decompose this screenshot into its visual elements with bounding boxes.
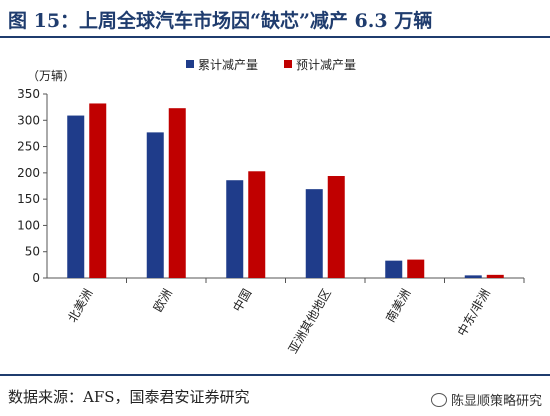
legend-swatch-1 <box>186 60 194 68</box>
figure-title: 图 15：上周全球汽车市场因“缺芯”减产 6.3 万辆 <box>8 10 433 32</box>
y-tick-label: 250 <box>17 140 40 154</box>
x-tick-label: 中东/非洲 <box>454 286 493 339</box>
x-tick-label: 欧洲 <box>151 287 175 315</box>
x-tick-label: 中国 <box>229 286 254 314</box>
watermark-text: 陈显顺策略研究 <box>450 394 542 409</box>
bar-1-1 <box>67 115 85 278</box>
y-tick-label: 150 <box>17 192 40 206</box>
bar-1-2 <box>146 132 164 278</box>
figure-title-bar: 图 15：上周全球汽车市场因“缺芯”减产 6.3 万辆 <box>0 0 550 38</box>
bar-1-6 <box>464 275 482 278</box>
bar-2-1 <box>89 103 107 278</box>
legend-label-2: 预计减产量 <box>296 58 356 72</box>
chart-area: （万辆） 累计减产量 预计减产量 0 50 100 150 200 250 300 350 北美洲 欧洲… <box>0 38 550 374</box>
bar-chart: （万辆） 累计减产量 预计减产量 0 50 100 150 200 250 300 350 北美洲 欧洲… <box>17 58 525 356</box>
y-tick-label: 300 <box>17 113 40 127</box>
x-tick-label: 亚洲其他地区 <box>286 287 334 356</box>
y-tick-label: 0 <box>32 271 40 285</box>
watermark: 陈显顺策略研究 <box>430 390 542 409</box>
bar-2-5 <box>407 259 425 278</box>
bar-2-6 <box>486 274 504 278</box>
y-tick-label: 350 <box>17 87 40 101</box>
y-tick-label: 200 <box>17 166 40 180</box>
x-tick-label: 南美洲 <box>382 286 413 325</box>
bar-2-3 <box>248 171 266 278</box>
bar-1-4 <box>305 189 323 278</box>
figure-footer: 数据来源：AFS，国泰君安证券研究 陈显顺策略研究 <box>0 374 550 416</box>
source-note: 数据来源：AFS，国泰君安证券研究 <box>8 388 250 406</box>
legend-label-1: 累计减产量 <box>198 58 258 72</box>
bar-1-3 <box>226 180 244 278</box>
y-tick-label: 100 <box>17 218 40 232</box>
x-tick-label: 北美洲 <box>65 287 95 325</box>
wechat-icon <box>430 392 447 407</box>
y-tick-label: 50 <box>25 245 40 259</box>
y-axis-label: （万辆） <box>27 69 75 83</box>
bar-2-2 <box>168 108 186 279</box>
bar-1-5 <box>385 260 403 278</box>
bar-2-4 <box>327 176 345 278</box>
legend-swatch-2 <box>284 60 292 68</box>
